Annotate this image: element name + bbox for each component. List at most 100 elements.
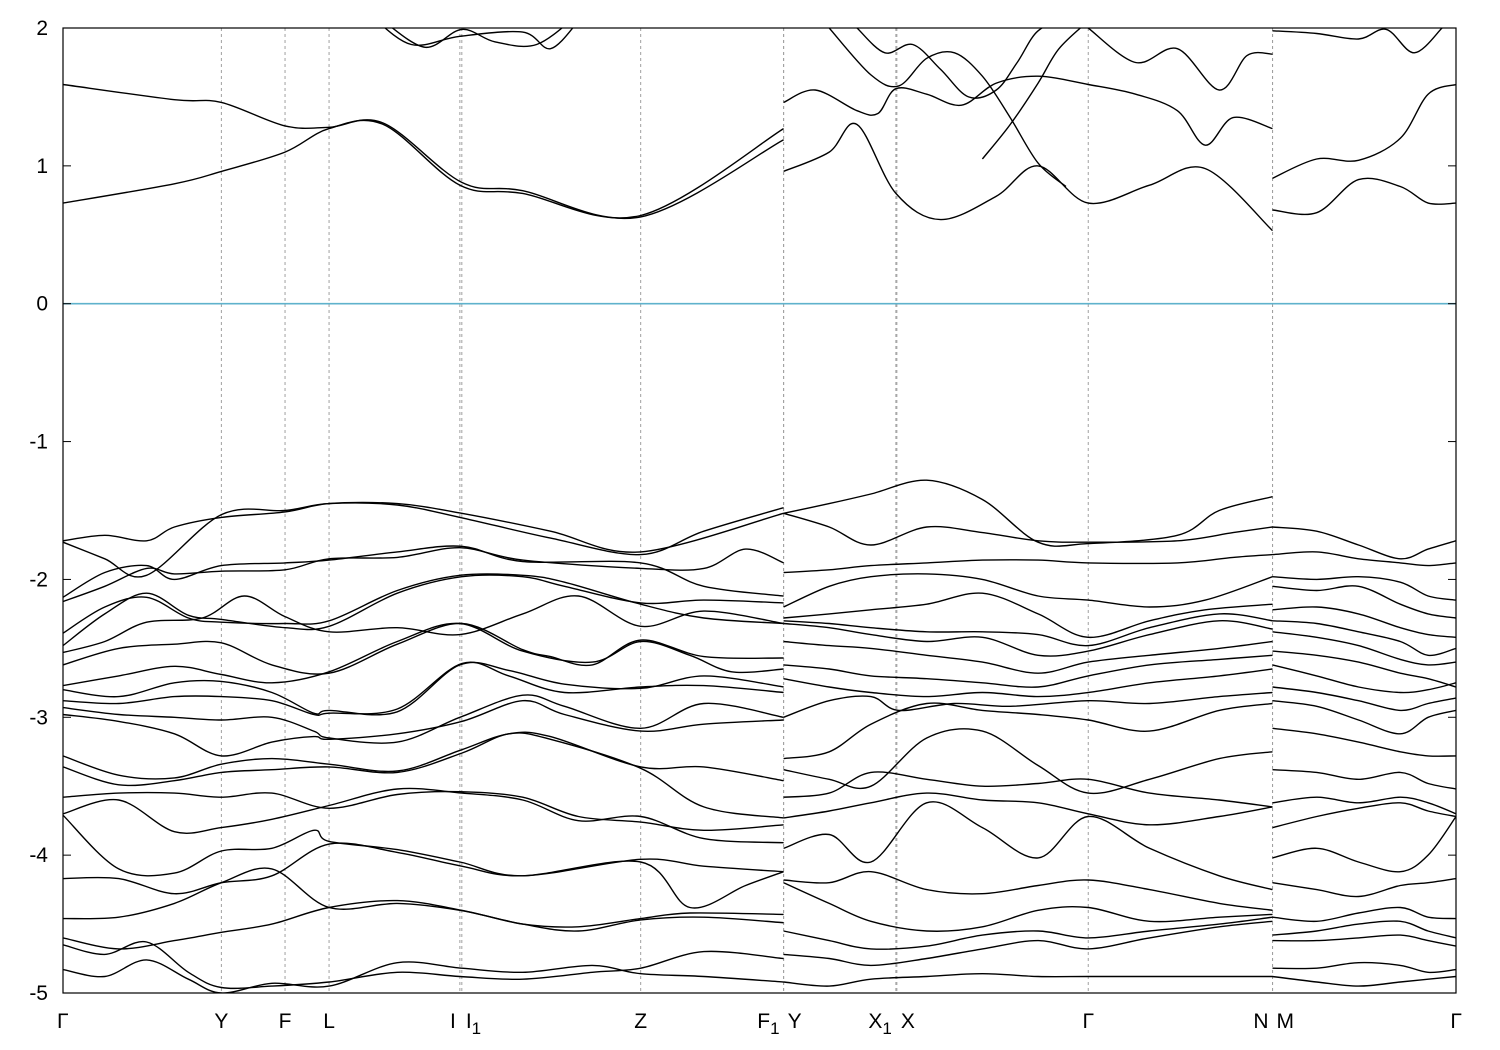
band-line-28 (63, 732, 784, 819)
band-line-63 (1272, 620, 1456, 657)
band-line-22 (63, 622, 784, 687)
y-tick-label: 2 (36, 17, 48, 40)
x-tick-label: I1 (466, 1010, 481, 1038)
band-line-36 (63, 959, 784, 993)
band-line-21 (63, 622, 784, 675)
band-line-18 (63, 573, 784, 634)
band-line-45 (783, 654, 1273, 688)
x-tick-label: N (1253, 1010, 1268, 1033)
band-line-57 (783, 972, 1273, 987)
band-line-3 (384, 28, 574, 50)
band-line-55 (783, 916, 1273, 950)
band-line-48 (783, 702, 1273, 760)
band-line-11 (1272, 177, 1456, 216)
band-line-29 (63, 790, 784, 832)
band-line-27 (63, 731, 784, 782)
band-line-77 (1272, 934, 1456, 947)
band-line-61 (1272, 585, 1456, 619)
x-tick-label: Γ (1082, 1010, 1094, 1033)
band-line-20 (63, 595, 784, 654)
band-line-51 (783, 792, 1273, 826)
band-line-52 (783, 801, 1273, 891)
band-line-76 (1272, 920, 1456, 939)
x-tick-label: Z (634, 1010, 647, 1033)
band-line-72 (1272, 802, 1456, 829)
band-line-49 (783, 728, 1273, 795)
y-tick-label: -5 (29, 982, 48, 1005)
y-tick-label: 1 (36, 155, 48, 178)
band-line-38 (783, 512, 1273, 546)
band-line-46 (783, 668, 1273, 698)
band-line-33 (63, 867, 784, 932)
band-line-31 (63, 814, 784, 877)
x-axis: Γ Y F L I I1 Z F1 Y X1 X Γ N M Γ (57, 1010, 1462, 1038)
band-line-42 (783, 613, 1273, 647)
band-line-58 (1272, 526, 1456, 560)
band-line-73 (1272, 816, 1456, 873)
band-line-41 (783, 592, 1273, 639)
band-line-70 (1272, 769, 1456, 790)
band-line-19 (63, 574, 784, 647)
x-tick-label: M (1277, 1010, 1295, 1033)
x-tick-label: L (323, 1010, 335, 1033)
band-line-65 (1272, 650, 1456, 688)
band-line-47 (783, 691, 1273, 718)
y-tick-label: -1 (29, 431, 48, 454)
y-axis: 2 1 0 -1 -2 -3 -4 -5 (29, 17, 1456, 1005)
x-tick-label: Γ (57, 1010, 69, 1033)
band-line-50 (783, 771, 1273, 808)
x-tick-label: Γ (1450, 1010, 1462, 1033)
band-line-59 (1272, 551, 1456, 567)
band-line-62 (1272, 606, 1456, 638)
plot-frame (62, 27, 1457, 994)
band-lines (63, 28, 1456, 993)
band-line-37 (783, 479, 1273, 547)
band-line-8 (856, 28, 1089, 99)
band-line-67 (1272, 686, 1456, 712)
band-line-30 (63, 787, 784, 844)
band-line-35 (63, 940, 784, 990)
band-line-69 (1272, 727, 1456, 757)
band-line-34 (63, 899, 784, 950)
grid-layer (220, 28, 1274, 993)
band-line-13 (1272, 28, 1443, 54)
band-line-4 (391, 28, 564, 49)
band-line-1 (63, 119, 784, 219)
band-line-5 (783, 122, 1273, 232)
band-line-15 (63, 502, 784, 578)
y-tick-label: -3 (29, 706, 48, 729)
y-tick-label: -2 (29, 568, 48, 591)
band-line-68 (1272, 700, 1456, 735)
band-line-17 (63, 545, 784, 598)
band-line-75 (1272, 906, 1456, 923)
band-line-53 (783, 870, 1273, 911)
band-line-44 (783, 640, 1273, 674)
band-line-74 (1272, 877, 1456, 898)
x-tick-label: X1 (868, 1010, 891, 1038)
band-line-56 (783, 920, 1273, 967)
band-line-64 (1272, 631, 1456, 666)
band-line-66 (1272, 664, 1456, 694)
band-line-54 (783, 882, 1273, 932)
band-line-40 (783, 573, 1273, 608)
band-line-24 (63, 661, 784, 717)
band-line-39 (783, 553, 1273, 574)
band-line-60 (1272, 575, 1456, 601)
band-line-32 (63, 842, 784, 909)
band-line-12 (1272, 83, 1456, 179)
band-line-10 (1087, 28, 1273, 91)
band-line-78 (1272, 961, 1456, 974)
band-line-43 (783, 620, 1273, 657)
x-tick-label: X (901, 1010, 915, 1033)
x-tick-label: Y (788, 1010, 802, 1033)
band-line-6 (783, 75, 1273, 146)
y-tick-label: -4 (29, 844, 48, 867)
band-line-7 (828, 28, 1067, 188)
band-line-79 (1272, 975, 1456, 987)
x-tick-label: F1 (757, 1010, 779, 1038)
band-line-23 (63, 661, 784, 716)
band-line-71 (1272, 796, 1456, 815)
band-line-26 (63, 699, 784, 757)
x-tick-label: F (279, 1010, 292, 1033)
